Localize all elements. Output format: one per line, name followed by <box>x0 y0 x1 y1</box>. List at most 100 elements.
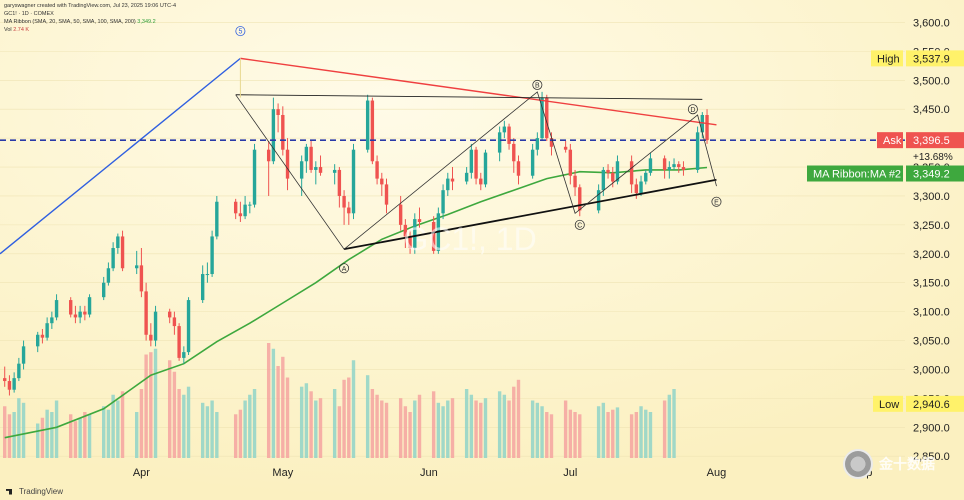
candle-body <box>483 152 488 185</box>
ma-badge-value-bg <box>906 165 964 182</box>
candle-body <box>276 109 280 115</box>
volume-bar <box>120 391 125 458</box>
candle-body <box>634 184 639 194</box>
volume-bar <box>332 389 337 458</box>
candle-body <box>644 172 648 182</box>
volume-bar <box>464 389 469 458</box>
candle-body <box>172 317 177 327</box>
volume-bar <box>304 383 309 458</box>
volume-bar <box>644 409 648 458</box>
volume-bar <box>615 407 620 458</box>
volume-bar <box>380 400 384 458</box>
candles <box>3 91 709 396</box>
volume-bar <box>370 389 375 458</box>
volume-bar <box>351 360 356 458</box>
y-tick-label: 3,200.0 <box>913 249 950 261</box>
candle-body <box>210 236 214 275</box>
candle-body <box>45 323 49 338</box>
candle-body <box>186 300 191 353</box>
candle-body <box>398 204 403 225</box>
volume-bar <box>540 406 544 458</box>
volume-bar <box>408 412 412 458</box>
volume-bar <box>479 402 483 458</box>
wave-label-A: A <box>342 266 347 273</box>
y-tick-label: 3,500.0 <box>913 75 950 87</box>
candle-body <box>568 149 573 176</box>
volume-bar <box>672 389 676 458</box>
y-tick-label: 3,100.0 <box>913 307 950 319</box>
candle-body <box>672 164 676 168</box>
candle-body <box>111 248 115 269</box>
candle-body <box>700 114 705 133</box>
volume-bar <box>36 423 40 458</box>
volume-bar <box>639 406 643 458</box>
vol-legend-label: Vol <box>4 27 12 33</box>
candle-body <box>314 167 318 170</box>
candle-body <box>413 219 417 249</box>
candle-body <box>469 149 474 173</box>
vol-legend-value: 2.74 K <box>13 27 30 33</box>
candle-body <box>512 143 516 162</box>
volume-bar <box>248 394 252 458</box>
volume-bar <box>40 417 45 458</box>
candle-body <box>144 291 148 335</box>
candle-body <box>243 204 247 217</box>
candle-body <box>116 236 120 249</box>
trendline-black-top <box>235 94 703 100</box>
volume-bar <box>634 412 639 458</box>
candle-body <box>299 161 304 179</box>
wave-label-circle <box>687 104 698 115</box>
candle-body <box>134 265 139 269</box>
candle-body <box>233 201 238 214</box>
volume-bar <box>483 398 488 458</box>
volume-bar <box>667 394 672 458</box>
candle-body <box>153 311 158 341</box>
candle-body <box>332 169 337 173</box>
volume-bar <box>215 412 219 458</box>
volume-bar <box>535 402 540 458</box>
candle-body <box>40 334 45 338</box>
ma-legend: MA Ribbon (SMA, 20, SMA, 50, SMA, 100, S… <box>4 19 156 26</box>
volume-bar <box>149 352 153 458</box>
ma-badge-label: MA Ribbon:MA #2 <box>813 169 901 181</box>
candle-body <box>248 204 252 206</box>
volume-bar <box>578 414 582 458</box>
candle-body <box>507 126 511 144</box>
volume-bar <box>3 406 7 458</box>
y-tick-label: 3,000.0 <box>913 364 950 376</box>
wave-label-D: D <box>690 107 695 114</box>
candle-body <box>215 201 219 237</box>
high-badge-value-bg <box>906 50 964 67</box>
tradingview-logo-icon <box>6 488 12 495</box>
candle-body <box>252 149 257 205</box>
volume-bar <box>21 402 26 458</box>
candle-body <box>408 236 412 249</box>
wave-label-circle <box>235 26 246 37</box>
volume-bar <box>309 391 313 458</box>
wave-labels: 5 A B C D E GC1!, 1D <box>235 26 722 274</box>
candle-body <box>446 178 450 191</box>
x-tick-label: Jul <box>563 467 577 479</box>
candle-body <box>281 114 285 150</box>
volume-bar <box>568 409 573 458</box>
candle-body <box>78 311 82 318</box>
candle-body <box>563 146 568 150</box>
candle-body <box>578 187 582 211</box>
candle-body <box>375 161 379 179</box>
candle-body <box>87 297 92 315</box>
y-tick-label: 3,050.0 <box>913 336 950 348</box>
volume-bar <box>17 398 21 458</box>
low-badge-label: Low <box>879 399 899 411</box>
candle-body <box>606 169 610 173</box>
candle-body <box>441 190 445 214</box>
volume-bar <box>238 409 243 458</box>
candle-body <box>615 161 620 182</box>
candle-body <box>677 164 681 168</box>
y-tick-label: 2,900.0 <box>913 422 950 434</box>
volume-bar <box>87 414 92 458</box>
y-tick-label: 3,300.0 <box>913 191 950 203</box>
volume-bar <box>102 406 106 458</box>
candle-body <box>479 178 483 185</box>
candle-body <box>365 100 370 150</box>
